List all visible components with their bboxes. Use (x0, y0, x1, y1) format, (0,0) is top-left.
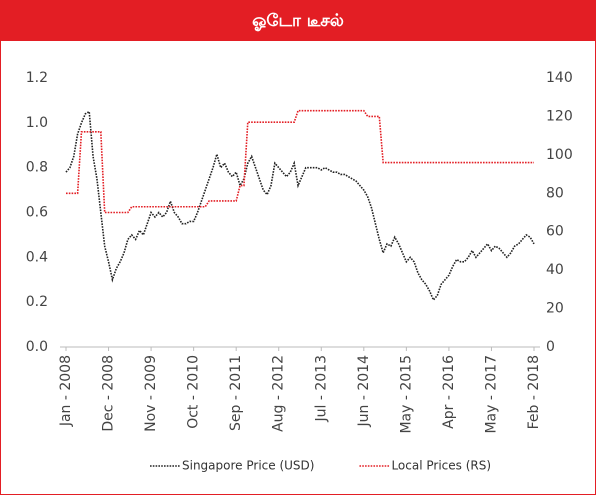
x-tick-label: Feb - 2018 (526, 355, 542, 429)
y-tick-label: 1.2 (26, 70, 48, 86)
series-line (65, 110, 535, 302)
x-tick-label: Sep - 2011 (228, 355, 244, 431)
x-tick-label: Jan - 2008 (58, 355, 74, 427)
header-bar (0, 0, 596, 41)
chart-title: ஓடோ டீசல் (252, 11, 344, 31)
x-tick-label: Jun - 2014 (356, 355, 372, 428)
x-tick-label: Oct - 2010 (186, 355, 202, 429)
y-tick-label: 0.4 (26, 249, 48, 265)
x-tick-label: Jul - 2013 (313, 355, 329, 422)
x-tick-label: Dec - 2008 (101, 355, 117, 432)
y2-tick-label: 80 (546, 185, 564, 201)
x-tick-label: Apr - 2016 (441, 355, 457, 429)
y-tick-label: 1.0 (26, 115, 48, 131)
x-tick-label: May - 2015 (398, 355, 414, 434)
y2-tick-label: 120 (546, 108, 573, 124)
series-line (66, 109, 534, 214)
y2-tick-label: 40 (546, 262, 564, 278)
y-tick-label: 0.6 (26, 205, 48, 221)
y2-tick-label: 0 (546, 339, 555, 355)
y2-tick-label: 100 (546, 147, 573, 163)
x-tick-label: Aug - 2012 (271, 355, 287, 432)
x-tick-label: Nov - 2009 (143, 355, 159, 432)
y-tick-label: 0.8 (26, 160, 48, 176)
y2-tick-label: 140 (546, 70, 573, 86)
y-tick-label: 0.2 (26, 294, 48, 310)
y2-tick-label: 20 (546, 301, 564, 317)
y-tick-label: 0.0 (26, 339, 48, 355)
legend-label: Singapore Price (USD) (182, 459, 314, 473)
x-tick-label: May - 2017 (483, 355, 499, 434)
y2-tick-label: 60 (546, 224, 564, 240)
legend-label: Local Prices (RS) (391, 459, 491, 473)
